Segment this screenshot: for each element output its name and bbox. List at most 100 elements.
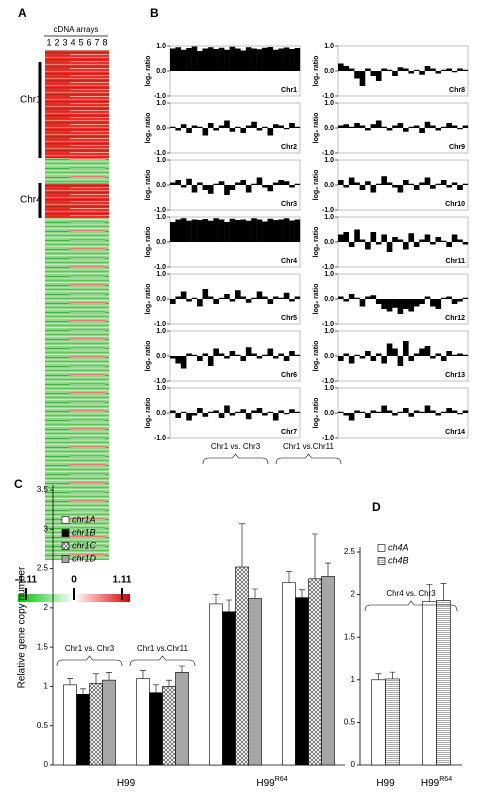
profile-bar [213, 183, 219, 185]
profile-bar [354, 71, 360, 79]
error-bar [226, 599, 232, 612]
y-tick-label: 0.0 [324, 68, 334, 75]
profile-bar [413, 299, 420, 307]
profile-bar [175, 413, 182, 418]
profile-bar [408, 126, 415, 128]
profile-bar [278, 125, 284, 128]
profile-bar [170, 222, 176, 242]
profile-bar [289, 185, 295, 188]
y-tick-label: 1 [351, 675, 356, 684]
y-tick-label: 0.0 [324, 353, 334, 360]
y-axis-label: log₂ ratio [313, 398, 320, 429]
bar [385, 678, 400, 766]
profile-bar [218, 125, 225, 128]
profile-bar [256, 291, 263, 299]
profile-bar [365, 128, 371, 131]
error-bar [389, 671, 396, 679]
error-bar [67, 678, 73, 685]
y-tick-label: 1 [44, 682, 49, 691]
profile-bar [354, 410, 360, 413]
profile-bar [381, 234, 387, 242]
profile-bar [343, 353, 350, 356]
scale-label: 1.11 [113, 575, 132, 586]
y-tick-label: 2.5 [37, 564, 49, 573]
profile-bar [180, 291, 187, 299]
profile-bar [283, 128, 290, 130]
profile-bar [262, 47, 268, 71]
profile-bar [175, 219, 182, 242]
profile-bar [240, 128, 247, 133]
y-axis-label: log₂ ratio [145, 56, 152, 87]
profile-bar [213, 128, 219, 131]
profile-bar [278, 180, 284, 185]
profile-bar [262, 126, 268, 128]
profile-bar [440, 69, 447, 71]
profile-bar [197, 220, 203, 242]
profile-bar [283, 356, 290, 361]
legend-label: chr1C [72, 540, 97, 550]
profile-bar [245, 299, 252, 303]
profile-bar [451, 125, 458, 128]
profile-bar [381, 356, 387, 364]
y-tick-label: -1.0 [322, 264, 334, 271]
profile-bar [343, 66, 350, 71]
profile-bar [424, 346, 431, 356]
panel-label: A [18, 6, 27, 20]
profile-bar [256, 408, 263, 413]
profile-bar [240, 50, 247, 71]
profile-bar [381, 126, 387, 128]
profile-bar [240, 180, 247, 185]
profile-bar [430, 242, 436, 245]
profile-bar [262, 221, 268, 242]
error-bar [213, 594, 219, 604]
profile-bar [370, 124, 377, 128]
profile-bar [370, 232, 377, 242]
profile-bar [294, 48, 301, 71]
profile-bar [392, 413, 398, 416]
profile-bar [218, 297, 225, 299]
profile-bar [283, 292, 290, 299]
bracket-label: Chr1 vs.Chr11 [283, 442, 335, 451]
profile-bar [435, 299, 442, 309]
profile-bar [403, 299, 409, 309]
profile-bar [207, 123, 214, 128]
error-bar [166, 679, 172, 687]
bar [76, 693, 90, 766]
profile-bar [457, 413, 463, 415]
profile-bar [294, 126, 301, 128]
profile-bar [413, 185, 420, 190]
profile-bar [218, 413, 225, 418]
profile-bar [403, 242, 409, 250]
profile-bar [251, 353, 257, 356]
profile-bar [272, 413, 279, 421]
y-axis-label: log₂ ratio [313, 56, 320, 87]
profile-bar [180, 411, 187, 413]
profile-bar [462, 354, 469, 356]
profile-bar [408, 71, 415, 74]
bar [282, 582, 296, 766]
profile-bar [381, 299, 387, 309]
profile-bar [229, 351, 236, 356]
profile-bar [272, 124, 279, 128]
profile-bar [343, 232, 350, 242]
profile-bar [197, 408, 203, 413]
profile-bar [354, 229, 360, 242]
profile-bar [224, 405, 230, 413]
bracket-label: Chr1 vs. Chr3 [65, 644, 115, 653]
y-axis-label: log₂ ratio [145, 113, 152, 144]
profile-bar [435, 237, 442, 242]
profile-bar [235, 220, 241, 242]
group-label-text: H99 [376, 778, 395, 789]
profile-bar [451, 182, 458, 185]
y-tick-label: 0.0 [156, 239, 166, 246]
profile-bar [370, 71, 377, 76]
y-tick-label: 0.0 [156, 68, 166, 75]
error-bar [153, 684, 159, 693]
legend-label: chr1D [72, 553, 97, 563]
profile-bar [235, 411, 241, 413]
profile-bar [348, 126, 355, 128]
profile-bar [235, 126, 241, 128]
column-label: 6 [86, 37, 91, 47]
profile-bar [375, 299, 382, 304]
profile-bar [224, 120, 230, 128]
